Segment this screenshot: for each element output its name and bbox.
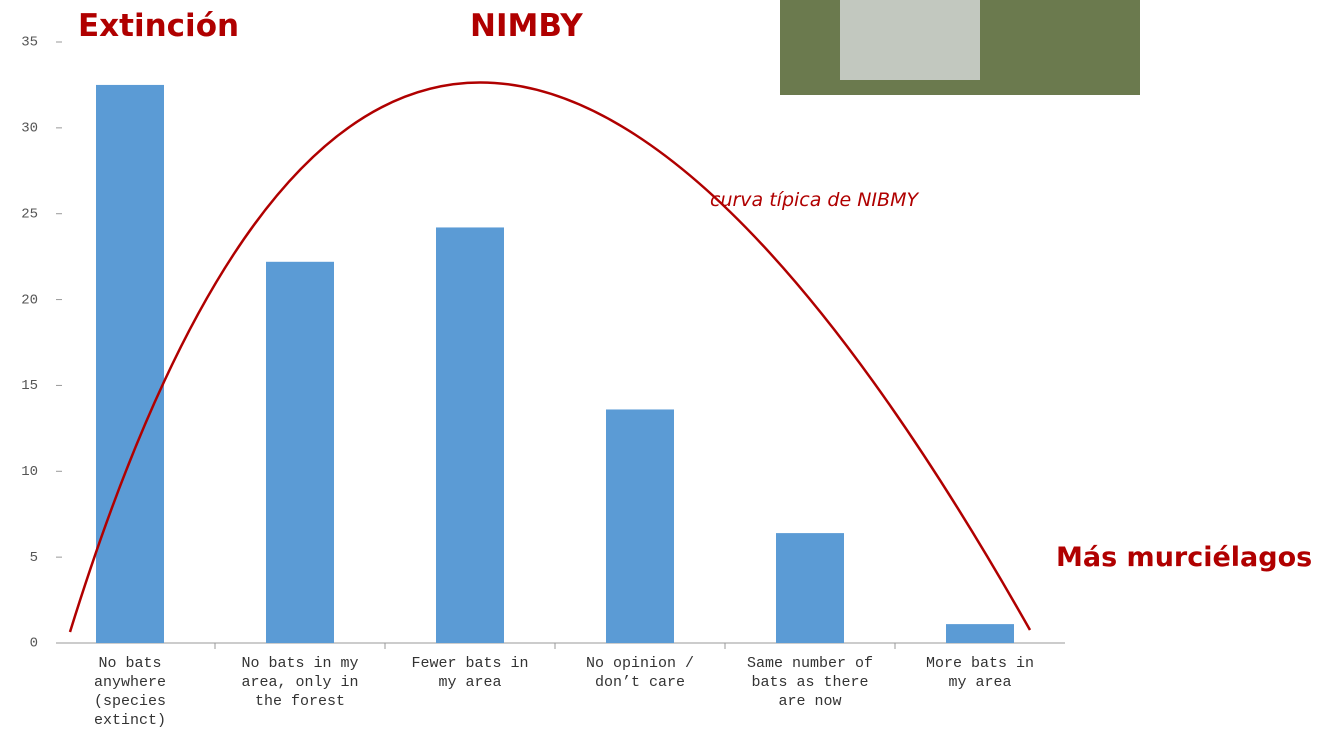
bar xyxy=(946,624,1014,643)
x-tick-label: No bats in my area, only in the forest xyxy=(215,654,385,711)
y-tick-label: 25 xyxy=(21,206,38,222)
y-tick-label: 20 xyxy=(21,292,38,308)
annotation: Extinción xyxy=(78,8,239,44)
annotation: NIMBY xyxy=(470,8,583,44)
bar xyxy=(436,227,504,643)
bar xyxy=(266,262,334,643)
x-tick-label: Fewer bats in my area xyxy=(385,654,555,692)
bar xyxy=(776,533,844,643)
y-tick-label: 5 xyxy=(30,550,38,566)
bar xyxy=(96,85,164,643)
photo-net xyxy=(840,0,980,80)
y-tick-label: 30 xyxy=(21,121,38,137)
x-tick-label: No bats anywhere (species extinct) xyxy=(45,654,215,730)
x-tick-label: Same number of bats as there are now xyxy=(725,654,895,711)
y-tick-label: 35 xyxy=(21,35,38,51)
bar xyxy=(606,409,674,643)
nimby-curve xyxy=(70,82,1030,632)
page: {"chart_data": {"type": "bar", "categori… xyxy=(0,0,1338,744)
annotation: curva típica de NIBMY xyxy=(710,189,918,211)
x-tick-label: No opinion / don’t care xyxy=(555,654,725,692)
y-tick-label: 15 xyxy=(21,378,38,394)
annotation: Más murciélagos xyxy=(1056,542,1312,573)
chart: 0 5 10 15 20 25 30 35 xyxy=(0,0,1338,744)
x-tick-label: More bats in my area xyxy=(895,654,1065,692)
y-tick-label: 0 xyxy=(30,636,38,652)
y-tick-label: 10 xyxy=(21,464,38,480)
